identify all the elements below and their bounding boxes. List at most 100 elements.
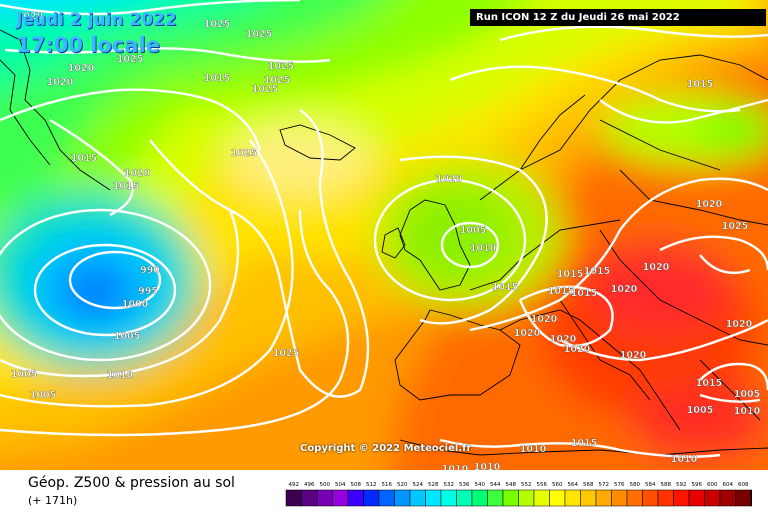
- map-title: Géop. Z500 & pression au sol: [28, 475, 235, 491]
- isobar-label: 1010: [520, 444, 547, 455]
- isobar-label: 1025: [268, 61, 294, 72]
- legend-tick-label: 504: [335, 482, 346, 488]
- forecast-date: Jeudi 2 juin 2022: [16, 10, 177, 30]
- isobar-label: 1010: [442, 464, 469, 470]
- isobar-label: 1015: [557, 269, 583, 280]
- legend-tick-label: 568: [583, 482, 594, 488]
- legend-tick-label: 544: [490, 482, 501, 488]
- legend-swatch: [673, 489, 690, 507]
- legend-swatch: [471, 489, 488, 507]
- legend-tick-label: 600: [707, 482, 718, 488]
- isobar-label: 1025: [204, 19, 230, 30]
- legend-swatch: [409, 489, 426, 507]
- isobars: [0, 0, 768, 457]
- isobar-label: 1005: [114, 331, 140, 342]
- legend-tick-label: 572: [599, 482, 610, 488]
- legend-tick-label: 564: [568, 482, 579, 488]
- legend-tick-label: 500: [320, 482, 331, 488]
- forecast-time: 17:00 locale: [16, 33, 160, 57]
- isobar-label: 1010: [470, 243, 497, 254]
- legend-swatch: [719, 489, 736, 507]
- legend-swatch: [363, 489, 380, 507]
- legend-swatch: [301, 489, 318, 507]
- legend-tick-label: 556: [537, 482, 548, 488]
- legend-swatch: [533, 489, 550, 507]
- isobar-labels: 1020 1025 1025 1020 1020 1015 1025 1025 …: [11, 11, 761, 470]
- isobar-label: 1025: [264, 75, 290, 86]
- legend-swatch: [626, 489, 643, 507]
- legend-swatch: [332, 489, 349, 507]
- isobar-label: 1015: [571, 438, 597, 449]
- forecast-map: 1020 1025 1025 1020 1020 1015 1025 1025 …: [0, 0, 768, 470]
- isobar-label: 1020: [643, 262, 670, 273]
- legend-tick-label: 512: [366, 482, 377, 488]
- isobar-label: 1020: [620, 350, 647, 361]
- isobar-label: 1025: [246, 29, 272, 40]
- legend-tick-label: 528: [428, 482, 439, 488]
- legend-swatch: [378, 489, 395, 507]
- legend-swatch: [704, 489, 721, 507]
- isobar-label: 1020: [436, 174, 463, 185]
- legend-swatch: [735, 489, 752, 507]
- isobar-label: 1020: [514, 328, 541, 339]
- legend-swatch: [518, 489, 535, 507]
- model-run-label: Run ICON 12 Z du Jeudi 26 mai 2022: [470, 9, 766, 26]
- isobar-label: 1020: [611, 284, 638, 295]
- isobar-label: 1020: [550, 334, 577, 345]
- color-scale-legend: 492 496 500 504 508 512 516 520 524 528 532 536 540 5…: [285, 482, 752, 507]
- legend-swatch: [502, 489, 519, 507]
- legend-swatch: [549, 489, 566, 507]
- legend-swatch: [688, 489, 705, 507]
- isobar-label: 1005: [687, 405, 713, 416]
- isobar-label: 1020: [17, 11, 44, 22]
- legend-swatch: [394, 489, 411, 507]
- isobar-label: 1015: [696, 378, 722, 389]
- isobar-label: 1015: [71, 153, 97, 164]
- isobar-label: 1025: [722, 221, 748, 232]
- isobar-label: 1015: [584, 266, 610, 277]
- isobar-label: 1010: [107, 370, 134, 381]
- isobar-label: 1020: [68, 63, 95, 74]
- legend-tick-label: 516: [382, 482, 393, 488]
- legend-tick-label: 548: [506, 482, 517, 488]
- legend-swatch: [316, 489, 333, 507]
- legend-tick-label: 540: [475, 482, 486, 488]
- isobar-label: 1020: [696, 199, 723, 210]
- legend-tick-label: 576: [614, 482, 625, 488]
- legend-tick-label: 492: [289, 482, 300, 488]
- legend-swatch: [611, 489, 628, 507]
- isobar-label: 990: [140, 265, 160, 276]
- legend-tick-label: 592: [676, 482, 687, 488]
- legend-tick-label: 596: [692, 482, 703, 488]
- legend-swatch: [564, 489, 581, 507]
- legend-tick-label: 584: [645, 482, 656, 488]
- isobar-label: 1005: [11, 369, 37, 380]
- isobar-label: 1015: [204, 73, 230, 84]
- isobar-label: 1015: [492, 282, 518, 293]
- geopotential-field: [0, 0, 768, 470]
- isobar-label: 1015: [571, 288, 597, 299]
- legend-swatch: [657, 489, 674, 507]
- isobar-label: 1025: [117, 54, 143, 65]
- legend-swatch: [440, 489, 457, 507]
- legend-swatch: [750, 489, 752, 507]
- legend-tick-label: 588: [661, 482, 672, 488]
- legend-tick-label: 496: [304, 482, 315, 488]
- isobar-label: 1015: [548, 286, 574, 297]
- isobar-label: 1000: [122, 299, 149, 310]
- legend-swatch: [285, 489, 302, 507]
- isobar-label: 1025: [273, 348, 299, 359]
- legend-tick-label: 580: [630, 482, 641, 488]
- copyright-notice: Copyright © 2022 Meteociel.fr: [300, 443, 472, 454]
- isobar-label: 995: [138, 286, 158, 297]
- forecast-lead-time: (+ 171h): [28, 494, 78, 507]
- legend-tick-label: 552: [521, 482, 532, 488]
- isobar-label: 1020: [531, 314, 558, 325]
- legend-swatch: [487, 489, 504, 507]
- isobar-label: 1015: [687, 79, 713, 90]
- isobar-label: 1005: [734, 389, 760, 400]
- isobar-label: 1005: [460, 225, 486, 236]
- isobar-label: 1010: [734, 406, 761, 417]
- legend-tick-label: 560: [552, 482, 563, 488]
- isobar-label: 1010: [671, 454, 698, 465]
